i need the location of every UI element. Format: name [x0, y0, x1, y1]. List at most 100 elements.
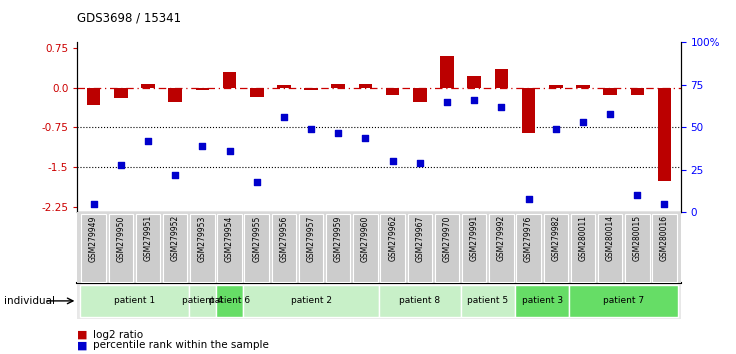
Bar — [250, 88, 263, 97]
Point — [360, 135, 372, 141]
FancyBboxPatch shape — [272, 214, 296, 282]
Point — [577, 120, 589, 125]
Point — [441, 99, 453, 105]
Text: patient 6: patient 6 — [209, 296, 250, 306]
Text: GSM280015: GSM280015 — [633, 215, 642, 261]
Bar — [413, 88, 427, 103]
Bar — [440, 56, 454, 88]
Bar — [87, 88, 100, 105]
Point — [88, 201, 99, 207]
Bar — [631, 88, 644, 95]
FancyBboxPatch shape — [625, 214, 650, 282]
FancyBboxPatch shape — [489, 214, 514, 282]
FancyBboxPatch shape — [299, 214, 323, 282]
Bar — [114, 88, 127, 98]
Bar — [658, 88, 671, 181]
Text: log2 ratio: log2 ratio — [93, 330, 144, 339]
Point — [115, 162, 127, 168]
FancyBboxPatch shape — [82, 214, 106, 282]
Bar — [522, 88, 535, 133]
FancyBboxPatch shape — [244, 214, 269, 282]
Bar — [196, 88, 209, 90]
FancyBboxPatch shape — [188, 285, 216, 317]
Point — [523, 196, 534, 202]
Text: GSM279991: GSM279991 — [470, 215, 478, 262]
Text: GSM280014: GSM280014 — [606, 215, 615, 261]
FancyBboxPatch shape — [381, 214, 405, 282]
Point — [631, 193, 643, 198]
Text: patient 8: patient 8 — [399, 296, 440, 306]
Text: GSM279951: GSM279951 — [144, 215, 152, 262]
FancyBboxPatch shape — [135, 214, 160, 282]
Text: GSM279992: GSM279992 — [497, 215, 506, 262]
Bar — [141, 84, 155, 88]
Point — [495, 104, 507, 110]
Point — [659, 201, 670, 207]
Text: ■: ■ — [77, 340, 91, 350]
Text: percentile rank within the sample: percentile rank within the sample — [93, 340, 269, 350]
FancyBboxPatch shape — [462, 214, 486, 282]
Point — [278, 114, 290, 120]
Point — [333, 130, 344, 135]
Point — [169, 172, 181, 178]
FancyBboxPatch shape — [570, 214, 595, 282]
Point — [142, 138, 154, 144]
Point — [468, 97, 480, 103]
Text: patient 3: patient 3 — [522, 296, 563, 306]
Bar — [169, 88, 182, 102]
Bar — [223, 72, 236, 88]
FancyBboxPatch shape — [408, 214, 432, 282]
Bar — [495, 69, 508, 88]
Text: patient 2: patient 2 — [291, 296, 332, 306]
Point — [550, 126, 562, 132]
Bar — [467, 76, 481, 88]
Bar — [358, 85, 372, 88]
FancyBboxPatch shape — [108, 214, 133, 282]
Text: patient 1: patient 1 — [114, 296, 155, 306]
Text: GSM280016: GSM280016 — [660, 215, 669, 261]
FancyBboxPatch shape — [543, 214, 568, 282]
Text: GSM279952: GSM279952 — [171, 215, 180, 262]
Text: GSM279959: GSM279959 — [333, 215, 343, 262]
FancyBboxPatch shape — [515, 285, 570, 317]
Text: GSM279970: GSM279970 — [442, 215, 451, 262]
FancyBboxPatch shape — [163, 214, 188, 282]
Point — [224, 148, 236, 154]
Point — [305, 126, 317, 132]
FancyBboxPatch shape — [190, 214, 215, 282]
Point — [251, 179, 263, 185]
Text: GDS3698 / 15341: GDS3698 / 15341 — [77, 12, 181, 25]
Point — [604, 111, 616, 117]
FancyBboxPatch shape — [652, 214, 676, 282]
Text: patient 5: patient 5 — [467, 296, 509, 306]
Text: patient 7: patient 7 — [603, 296, 644, 306]
FancyBboxPatch shape — [517, 214, 541, 282]
Text: GSM279953: GSM279953 — [198, 215, 207, 262]
FancyBboxPatch shape — [80, 285, 188, 317]
Text: individual: individual — [4, 296, 54, 306]
FancyBboxPatch shape — [217, 214, 241, 282]
Text: GSM279967: GSM279967 — [415, 215, 425, 262]
FancyBboxPatch shape — [461, 285, 515, 317]
Text: GSM279949: GSM279949 — [89, 215, 98, 262]
FancyBboxPatch shape — [598, 214, 623, 282]
Bar — [277, 85, 291, 88]
FancyBboxPatch shape — [353, 214, 378, 282]
Text: GSM279956: GSM279956 — [280, 215, 289, 262]
Text: GSM279950: GSM279950 — [116, 215, 125, 262]
Bar — [604, 88, 617, 95]
FancyBboxPatch shape — [379, 285, 461, 317]
FancyBboxPatch shape — [326, 214, 350, 282]
Bar — [576, 85, 590, 88]
Text: ■: ■ — [77, 330, 91, 339]
Text: GSM279982: GSM279982 — [551, 215, 560, 261]
FancyBboxPatch shape — [243, 285, 379, 317]
Text: GSM279962: GSM279962 — [388, 215, 397, 262]
Bar — [549, 85, 562, 88]
FancyBboxPatch shape — [570, 285, 678, 317]
Bar — [331, 85, 345, 88]
Text: GSM279954: GSM279954 — [225, 215, 234, 262]
Text: GSM279976: GSM279976 — [524, 215, 533, 262]
Text: GSM279960: GSM279960 — [361, 215, 370, 262]
Text: GSM279955: GSM279955 — [252, 215, 261, 262]
